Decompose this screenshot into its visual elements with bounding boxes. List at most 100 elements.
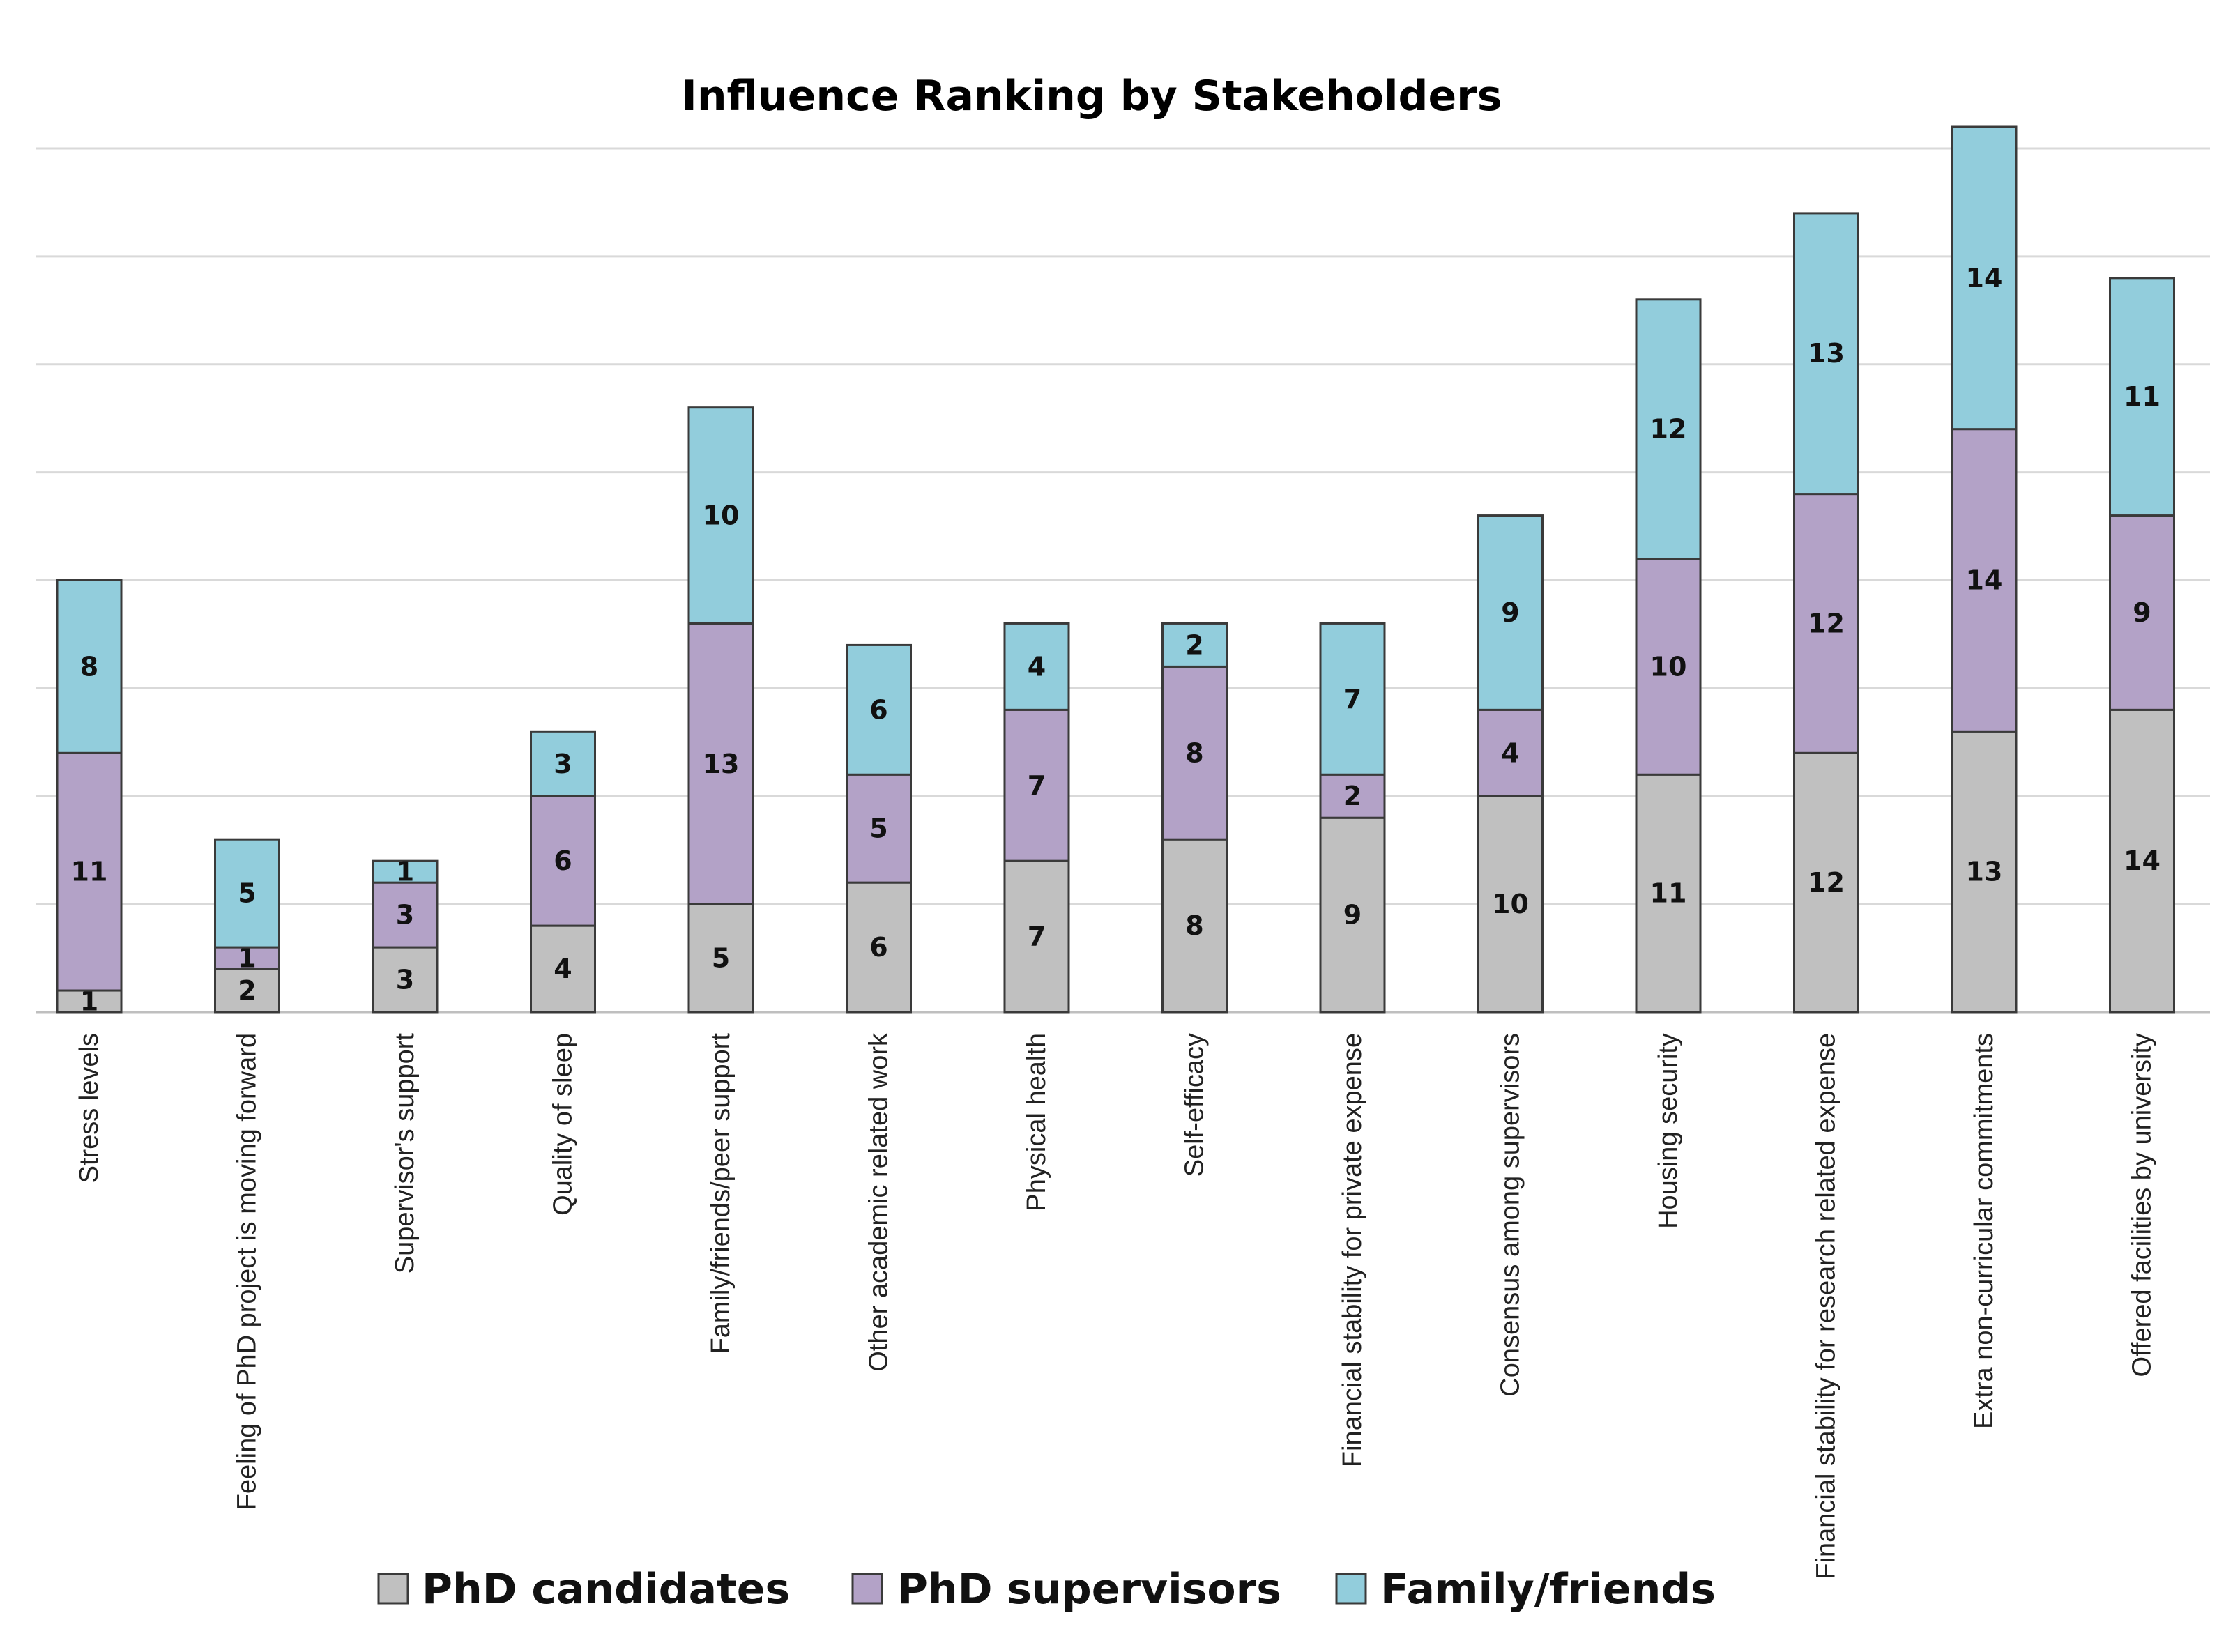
- data-label-family-friends: 1: [396, 857, 414, 887]
- category-label: Financial stability for research related…: [1812, 1033, 1841, 1580]
- bar-segment-phd-supervisors: [1951, 428, 2018, 733]
- data-label-family-friends: 7: [1343, 684, 1362, 714]
- bar-segment-family-friends: [2109, 277, 2175, 517]
- data-label-phd-candidates: 8: [1185, 910, 1203, 941]
- data-label-family-friends: 14: [1966, 263, 2003, 293]
- bar-segment-phd-candidates: [1161, 838, 1228, 1014]
- data-label-phd-candidates: 3: [396, 965, 414, 995]
- gridlines: [36, 147, 2210, 1014]
- data-label-phd-candidates: 5: [712, 943, 730, 974]
- bar-segment-phd-candidates: [1477, 795, 1544, 1014]
- bar-segment-family-friends: [1319, 622, 1386, 776]
- data-label-phd-candidates: 11: [1650, 878, 1687, 909]
- bar-segment-phd-supervisors: [1793, 493, 1859, 754]
- legend-label-phd-supervisors: PhD supervisors: [897, 1565, 1281, 1614]
- bar-segment-phd-candidates: [1793, 751, 1859, 1014]
- bar-segment-phd-candidates: [1003, 859, 1070, 1014]
- chart-title: Influence Ranking by Stakeholders: [682, 72, 1502, 121]
- bar-segment-family-friends: [1793, 212, 1859, 496]
- bar-segment-family-friends: [214, 838, 280, 949]
- data-label-phd-supervisors: 12: [1808, 608, 1845, 638]
- category-label: Supervisor's support: [390, 1033, 420, 1274]
- bar-segment-family-friends: [530, 730, 596, 797]
- bar-segment-phd-candidates: [1951, 730, 2018, 1014]
- bar-segment-family-friends: [1951, 125, 2018, 431]
- category-label: Feeling of PhD project is moving forward: [233, 1033, 262, 1510]
- data-label-family-friends: 4: [1028, 651, 1046, 682]
- category-label: Extra non-curricular commitments: [1969, 1033, 1999, 1429]
- bar-segment-phd-supervisors: [1003, 708, 1070, 862]
- bar-segment-phd-supervisors: [687, 622, 754, 905]
- bar-segment-phd-supervisors: [214, 946, 280, 970]
- data-label-phd-supervisors: 2: [1343, 781, 1362, 811]
- category-label: Family/friends/peer support: [706, 1033, 736, 1354]
- bar-segment-phd-candidates: [1635, 773, 1702, 1014]
- data-label-family-friends: 10: [703, 500, 740, 531]
- data-label-phd-supervisors: 10: [1650, 651, 1687, 682]
- data-label-phd-candidates: 14: [2124, 846, 2160, 876]
- data-label-family-friends: 8: [80, 651, 98, 682]
- data-label-phd-supervisors: 9: [2133, 597, 2151, 628]
- data-label-phd-candidates: 9: [1343, 900, 1362, 931]
- bar-segment-phd-supervisors: [2109, 514, 2175, 711]
- bar-segment-phd-candidates: [2109, 708, 2175, 1014]
- category-label: Consensus among supervisors: [1496, 1033, 1525, 1397]
- data-label-family-friends: 11: [2124, 381, 2160, 412]
- category-labels: Stress levels Feeling of PhD project is m…: [75, 1032, 2157, 1580]
- category-label: Self-efficacy: [1180, 1033, 1210, 1177]
- data-label-phd-supervisors: 8: [1185, 737, 1203, 768]
- bar-segment-phd-supervisors: [1477, 708, 1544, 797]
- data-label-family-friends: 9: [1501, 597, 1519, 628]
- bar-segment-family-friends: [846, 643, 912, 776]
- bar-segment-phd-supervisors: [372, 881, 439, 949]
- bar-segment-phd-supervisors: [1635, 558, 1702, 776]
- data-label-phd-supervisors: 4: [1501, 737, 1519, 768]
- bar-segment-phd-candidates: [846, 881, 912, 1014]
- bars: 1118215331463513106567748829271049111012…: [56, 125, 2175, 1017]
- data-label-phd-candidates: 4: [554, 954, 572, 984]
- category-label: Offered facilities by university: [2128, 1033, 2157, 1377]
- bar-segment-phd-supervisors: [846, 773, 912, 884]
- bar-segment-family-friends: [56, 579, 123, 754]
- bar-segment-phd-candidates: [530, 924, 596, 1014]
- data-label-phd-candidates: 13: [1966, 857, 2003, 887]
- data-label-phd-supervisors: 6: [554, 846, 572, 876]
- data-label-phd-supervisors: 13: [703, 749, 740, 779]
- legend-swatch-phd-supervisors: [851, 1573, 883, 1605]
- bar-segment-family-friends: [372, 859, 439, 884]
- data-label-phd-candidates: 10: [1492, 889, 1529, 919]
- bar-segment-family-friends: [687, 406, 754, 625]
- legend-label-phd-candidates: PhD candidates: [422, 1565, 790, 1614]
- data-label-family-friends: 12: [1650, 414, 1687, 445]
- bar-segment-phd-candidates: [1319, 816, 1386, 1014]
- category-label: Quality of sleep: [549, 1033, 578, 1216]
- bar-segment-family-friends: [1161, 622, 1228, 668]
- bar-segment-phd-candidates: [687, 903, 754, 1014]
- data-label-phd-candidates: 6: [869, 932, 887, 963]
- data-label-phd-candidates: 2: [238, 975, 256, 1006]
- legend: PhD candidates PhD supervisors Family/frie…: [377, 1565, 1716, 1614]
- legend-label-family-friends: Family/friends: [1380, 1565, 1716, 1614]
- data-label-phd-supervisors: 5: [869, 813, 887, 844]
- category-label: Physical health: [1022, 1033, 1051, 1211]
- data-label-phd-candidates: 12: [1808, 867, 1845, 898]
- data-label-family-friends: 13: [1808, 338, 1845, 369]
- bar-segment-family-friends: [1003, 622, 1070, 711]
- bar-segment-family-friends: [1635, 298, 1702, 560]
- bar-segment-family-friends: [1477, 514, 1544, 711]
- data-label-phd-supervisors: 3: [396, 900, 414, 931]
- data-label-family-friends: 3: [554, 749, 572, 779]
- legend-swatch-family-friends: [1335, 1573, 1367, 1605]
- data-label-family-friends: 6: [869, 694, 887, 725]
- data-label-phd-supervisors: 11: [71, 857, 108, 887]
- category-label: Housing security: [1654, 1033, 1683, 1229]
- data-label-phd-supervisors: 14: [1966, 565, 2003, 595]
- bar-segment-phd-supervisors: [1319, 773, 1386, 819]
- category-label: Stress levels: [75, 1033, 104, 1183]
- bar-segment-phd-supervisors: [1161, 665, 1228, 841]
- data-label-family-friends: 2: [1185, 629, 1203, 660]
- data-label-phd-supervisors: 7: [1028, 770, 1046, 801]
- legend-swatch-phd-candidates: [377, 1573, 409, 1605]
- category-label: Other academic related work: [864, 1032, 894, 1372]
- data-label-phd-candidates: 7: [1028, 921, 1046, 952]
